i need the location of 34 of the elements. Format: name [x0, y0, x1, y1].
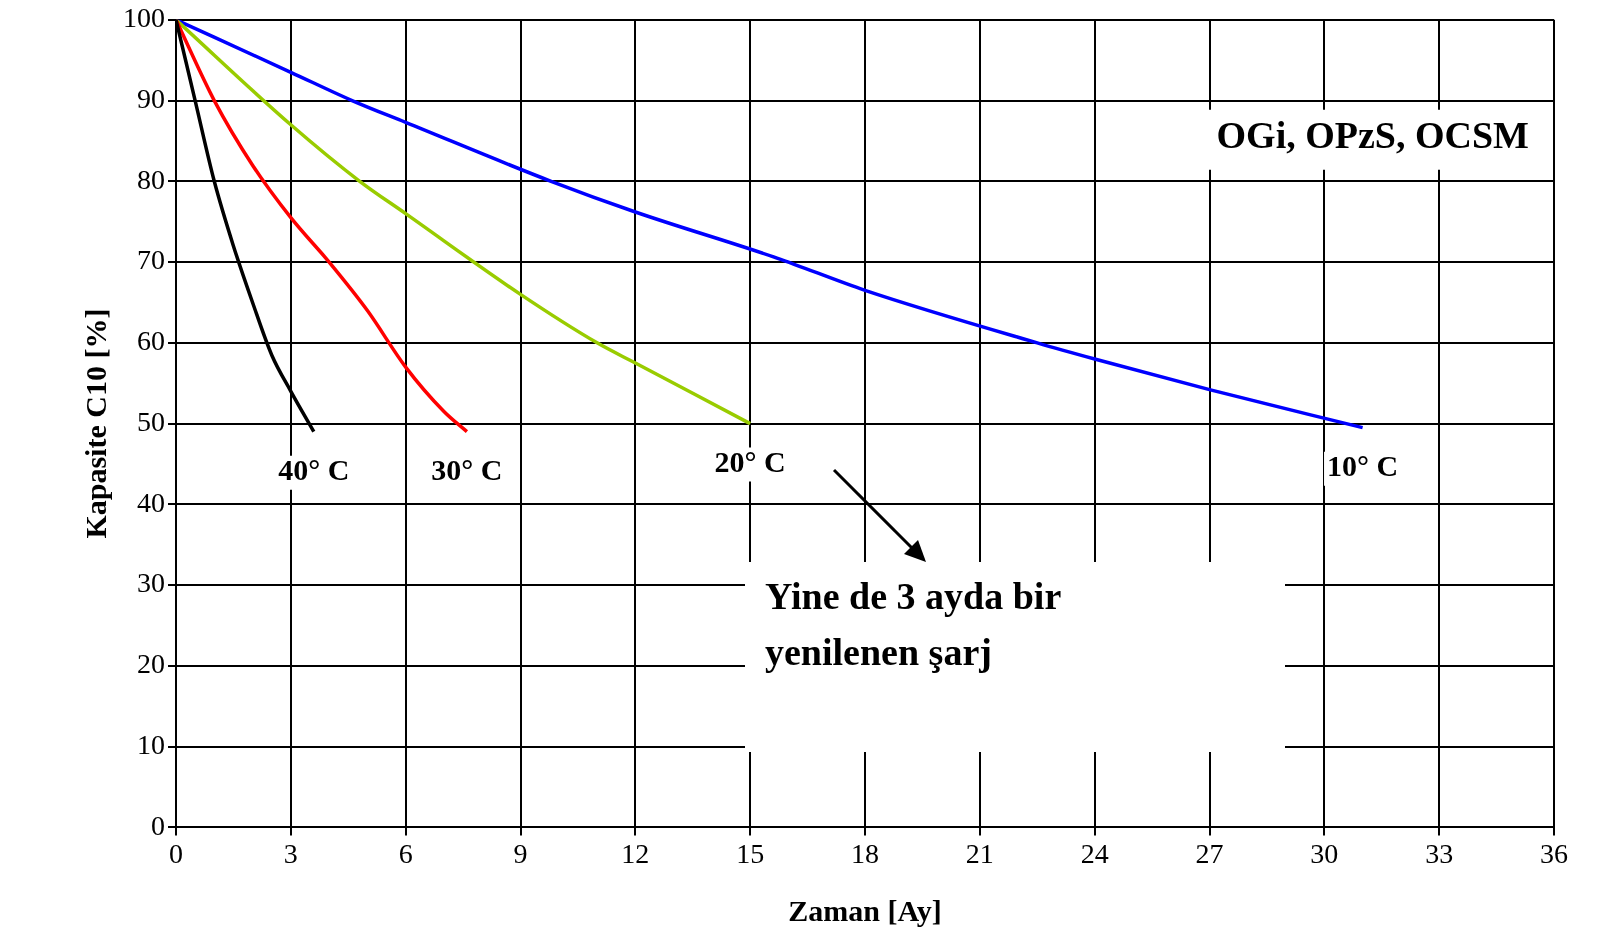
series-label: 20° C	[714, 445, 786, 479]
x-tick-label: 21	[965, 837, 994, 869]
y-tick-label: 50	[137, 405, 165, 437]
series-label: 40° C	[278, 453, 350, 487]
x-axis-title: Zaman [Ay]	[788, 893, 942, 927]
x-tick-label: 3	[283, 837, 298, 869]
x-tick-label: 30	[1310, 837, 1339, 869]
y-tick-label: 30	[137, 567, 165, 599]
y-axis-title: Kapasite C10 [%]	[78, 308, 112, 539]
series-label: 30° C	[431, 453, 503, 487]
x-tick-label: 15	[736, 837, 765, 869]
x-tick-label: 24	[1080, 837, 1109, 869]
y-tick-label: 40	[137, 486, 165, 518]
x-tick-label: 36	[1540, 837, 1568, 869]
annotation: Yine de 3 ayda bir yenilenen şarj	[765, 574, 1062, 675]
y-tick-label: 90	[137, 82, 165, 114]
y-tick-label: 10	[137, 729, 165, 760]
y-tick-label: 80	[137, 163, 165, 195]
y-tick-label: 20	[137, 648, 165, 680]
x-tick-label: 9	[513, 837, 528, 869]
y-tick-label: 100	[123, 2, 165, 34]
x-tick-label: 18	[851, 837, 879, 869]
note-box: Yine de 3 ayda bir yenilenen şarj	[745, 562, 1285, 752]
x-tick-label: 6	[398, 837, 413, 869]
x-tick-label: 12	[621, 837, 650, 869]
line-series	[176, 19, 752, 426]
y-tick-label: 70	[137, 244, 165, 276]
line-series	[176, 19, 469, 434]
x-tick-label: 33	[1425, 837, 1454, 869]
x-tick-label: 27	[1195, 837, 1224, 869]
series-label: 10° C	[1327, 449, 1399, 483]
y-tick-label: 60	[137, 325, 165, 357]
text: OGi, OPzS, OCSM	[1216, 113, 1529, 156]
y-tick-label: 0	[151, 809, 165, 841]
